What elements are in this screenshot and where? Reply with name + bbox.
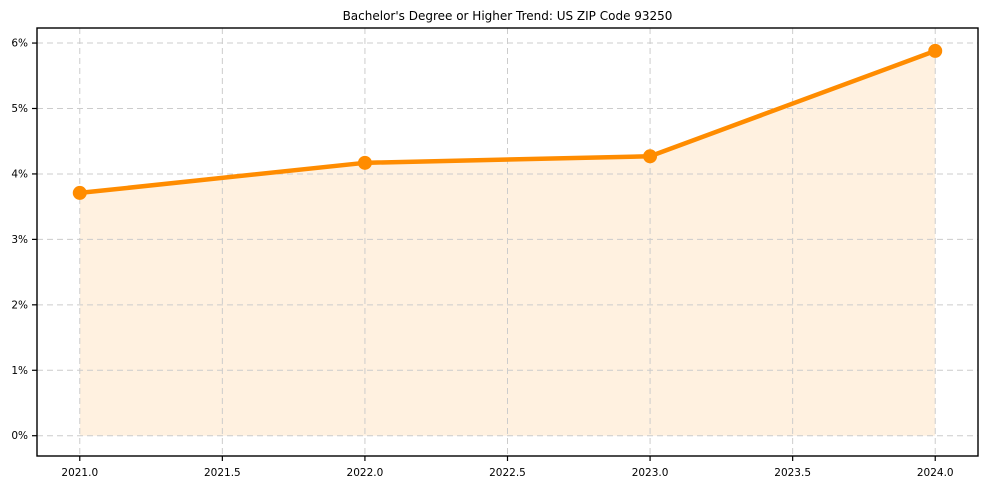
chart-title: Bachelor's Degree or Higher Trend: US ZI… — [342, 9, 673, 23]
y-tick-label: 5% — [11, 103, 28, 115]
x-tick-label: 2023.0 — [632, 467, 669, 479]
y-tick-label: 0% — [11, 430, 28, 442]
data-point-marker — [72, 185, 87, 200]
data-point-marker — [928, 43, 943, 58]
x-tick-label: 2023.5 — [774, 467, 811, 479]
y-tick-label: 4% — [11, 168, 28, 180]
x-tick-label: 2022.0 — [347, 467, 384, 479]
x-tick-label: 2022.5 — [489, 467, 526, 479]
trend-line — [77, 48, 938, 196]
x-tick-label: 2021.0 — [61, 467, 98, 479]
y-tick-label: 2% — [11, 299, 28, 311]
data-point-marker — [643, 149, 658, 164]
data-point-marker — [357, 155, 372, 170]
y-tick-label: 6% — [11, 38, 28, 50]
y-tick-label: 1% — [11, 365, 28, 377]
y-tick-label: 3% — [11, 234, 28, 246]
x-tick-label: 2021.5 — [204, 467, 241, 479]
x-tick-label: 2024.0 — [917, 467, 954, 479]
